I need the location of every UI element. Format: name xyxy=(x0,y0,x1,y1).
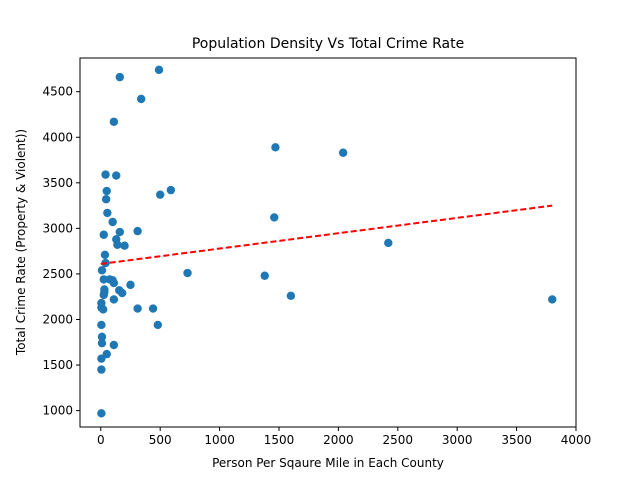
chart-title: Population Density Vs Total Crime Rate xyxy=(192,36,464,52)
y-tick-label: 3500 xyxy=(42,176,73,190)
y-tick-label: 1000 xyxy=(42,404,73,418)
data-point xyxy=(97,365,106,374)
y-tick-label: 2500 xyxy=(42,267,73,281)
data-point xyxy=(97,409,106,418)
x-tick-label: 500 xyxy=(149,433,172,447)
data-point xyxy=(271,143,280,152)
scatter-points xyxy=(97,65,557,418)
data-point xyxy=(100,250,110,259)
data-point xyxy=(109,117,119,126)
data-point xyxy=(109,278,119,288)
x-tick-label: 2000 xyxy=(323,433,354,447)
data-point xyxy=(103,208,112,218)
y-tick-label: 4000 xyxy=(42,130,73,144)
data-point xyxy=(115,72,124,82)
trendline-group xyxy=(100,204,553,265)
data-point xyxy=(154,65,164,75)
data-point xyxy=(286,291,296,300)
x-tick-label: 3000 xyxy=(442,433,473,447)
data-point xyxy=(97,320,106,330)
data-point xyxy=(102,186,111,196)
data-point xyxy=(99,290,108,300)
data-point xyxy=(133,304,142,313)
data-point xyxy=(183,268,192,278)
data-point xyxy=(99,230,108,239)
data-point xyxy=(97,338,107,348)
data-point xyxy=(112,171,121,180)
y-tick-label: 4500 xyxy=(42,85,73,99)
x-tick-label: 1500 xyxy=(264,433,295,447)
x-tick-label: 1000 xyxy=(204,433,235,447)
data-point xyxy=(109,295,119,304)
plot-frame xyxy=(79,57,577,428)
data-point xyxy=(115,227,124,237)
x-tick-label: 3500 xyxy=(501,433,532,447)
data-point xyxy=(548,295,557,304)
data-point xyxy=(155,190,165,199)
x-tick-label: 2500 xyxy=(383,433,414,447)
data-point xyxy=(108,217,117,227)
data-point xyxy=(136,94,146,104)
data-point xyxy=(338,148,348,157)
data-point xyxy=(260,271,269,280)
x-tick-label: 0 xyxy=(97,433,105,447)
data-point xyxy=(101,170,110,179)
x-axis: 0 500 1000 1500 2000 2500 3000 3500 4000 xyxy=(97,427,591,447)
y-axis: 1000 1500 2000 2500 3000 3500 4000 4500 xyxy=(42,85,80,418)
data-point xyxy=(113,240,122,249)
x-tick-label: 4000 xyxy=(561,433,592,447)
data-point xyxy=(133,226,142,236)
data-point xyxy=(97,332,107,341)
trendline xyxy=(100,204,553,265)
data-point xyxy=(97,354,106,363)
data-point xyxy=(148,304,158,313)
y-tick-label: 1500 xyxy=(42,358,73,372)
data-point xyxy=(109,340,119,350)
data-point xyxy=(384,238,393,248)
x-axis-label: Person Per Sqaure Mile in Each County xyxy=(212,456,444,470)
data-point xyxy=(126,280,135,290)
data-point xyxy=(98,305,108,314)
data-point xyxy=(99,275,108,284)
y-axis-label: Total Crime Rate (Property & Violent)) xyxy=(14,129,28,356)
data-point xyxy=(117,288,127,298)
data-point xyxy=(120,241,129,250)
data-point xyxy=(153,320,163,330)
data-point xyxy=(270,213,279,222)
data-point xyxy=(97,266,107,275)
y-tick-label: 2000 xyxy=(42,312,73,326)
y-tick-label: 3000 xyxy=(42,221,73,235)
data-point xyxy=(166,185,176,195)
data-point xyxy=(101,195,111,204)
